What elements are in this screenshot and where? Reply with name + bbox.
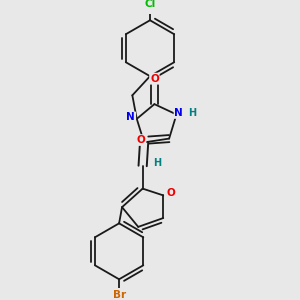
Text: O: O <box>150 74 159 83</box>
Text: N: N <box>175 108 183 118</box>
Text: O: O <box>166 188 175 198</box>
Text: Br: Br <box>112 290 126 300</box>
Text: Cl: Cl <box>144 0 156 9</box>
Text: H: H <box>153 158 161 168</box>
Text: N: N <box>127 112 135 122</box>
Text: O: O <box>137 135 146 145</box>
Text: H: H <box>188 108 196 118</box>
